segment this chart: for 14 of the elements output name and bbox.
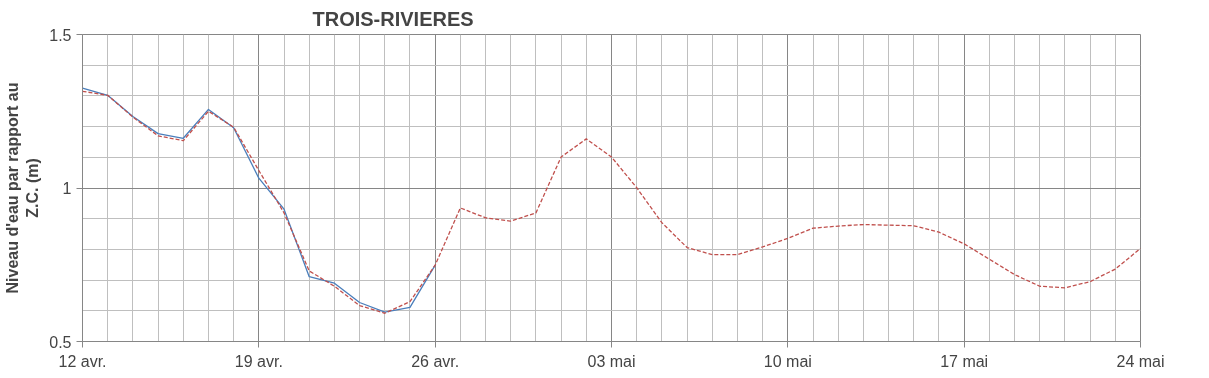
line-series <box>82 87 436 313</box>
x-tick-label: 12 avr. <box>58 352 107 370</box>
x-tick-label: 19 avr. <box>234 352 283 370</box>
y-axis-title: Niveau d'eau par rapport au Z.C. (m) <box>3 82 42 294</box>
x-tick-label: 17 mai <box>940 352 989 370</box>
chart-title: TROIS-RIVIERES <box>312 7 474 30</box>
y-tick-label: 0.5 <box>49 333 72 351</box>
line-series <box>82 90 1141 314</box>
x-tick-label: 26 avr. <box>411 352 460 370</box>
y-tick-label: 1.5 <box>49 26 72 44</box>
x-tick-label: 10 mai <box>763 352 812 370</box>
x-tick-label: 24 mai <box>1116 352 1165 370</box>
x-tick-label: 03 mai <box>587 352 636 370</box>
y-tick-label: 1 <box>62 180 72 197</box>
